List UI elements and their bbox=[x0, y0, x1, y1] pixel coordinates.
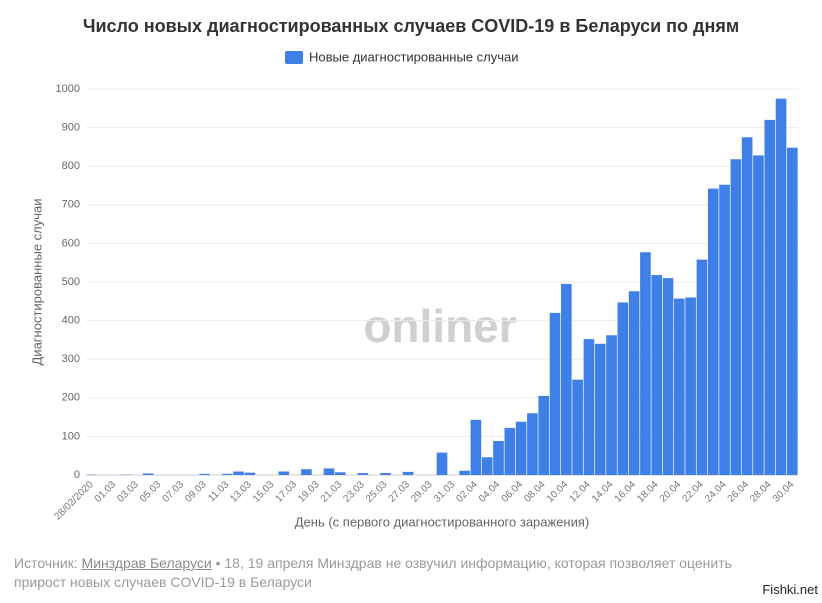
bar bbox=[538, 395, 550, 475]
chart-title: Число новых диагностированных случаев CO… bbox=[83, 16, 739, 36]
bar bbox=[674, 298, 685, 475]
chart: Число новых диагностированных случаев CO… bbox=[29, 16, 798, 529]
x-tick-label: 23.03 bbox=[341, 479, 367, 505]
bar bbox=[707, 188, 719, 475]
x-tick-label: 29.03 bbox=[409, 479, 435, 505]
bar bbox=[787, 147, 798, 475]
x-tick-label: 28.04 bbox=[748, 479, 774, 505]
x-tick-label: 01.03 bbox=[93, 479, 119, 505]
y-tick-label: 1000 bbox=[56, 83, 80, 95]
legend-label: Новые диагностированные случаи bbox=[309, 49, 519, 64]
y-tick-label: 800 bbox=[62, 160, 80, 172]
bar bbox=[357, 473, 369, 475]
source-note: Источник: Минздрав Беларуси • 18, 19 апр… bbox=[14, 554, 774, 592]
x-tick-label: 04.04 bbox=[477, 479, 503, 505]
bar bbox=[142, 473, 154, 475]
bar bbox=[334, 472, 346, 475]
y-tick-label: 0 bbox=[74, 469, 80, 481]
bar bbox=[640, 252, 651, 475]
y-tick-label: 600 bbox=[62, 237, 80, 249]
bar bbox=[323, 468, 335, 475]
bar bbox=[527, 413, 538, 475]
bar bbox=[244, 472, 256, 475]
x-tick-label: 19.03 bbox=[296, 479, 322, 505]
watermark: onliner bbox=[363, 300, 516, 352]
bar bbox=[561, 283, 572, 475]
x-tick-label: 13.03 bbox=[228, 479, 254, 505]
x-tick-label: 05.03 bbox=[138, 479, 164, 505]
x-tick-label: 21.03 bbox=[319, 479, 345, 505]
x-tick-label: 26.04 bbox=[726, 479, 752, 505]
x-tick-label: 12.04 bbox=[567, 479, 593, 505]
x-tick-label: 31.03 bbox=[432, 479, 458, 505]
bar bbox=[402, 471, 414, 475]
x-tick-label: 30.04 bbox=[771, 479, 797, 505]
bar bbox=[572, 379, 583, 475]
bar bbox=[583, 339, 595, 475]
x-tick-label: 24.04 bbox=[703, 479, 729, 505]
footer-logo: Fishki.net bbox=[762, 582, 818, 597]
bar bbox=[594, 343, 606, 475]
bar bbox=[493, 441, 504, 475]
y-tick-label: 900 bbox=[62, 122, 80, 134]
bar bbox=[606, 335, 617, 475]
x-tick-label: 20.04 bbox=[658, 479, 684, 505]
source-link[interactable]: Минздрав Беларуси bbox=[81, 555, 212, 571]
y-tick-label: 200 bbox=[62, 392, 80, 404]
y-tick-label: 100 bbox=[62, 430, 80, 442]
x-tick-label: 28/02/2020 bbox=[52, 479, 95, 522]
x-tick-label: 09.03 bbox=[183, 479, 209, 505]
y-tick-label: 300 bbox=[62, 353, 80, 365]
bar bbox=[380, 473, 391, 475]
bar bbox=[764, 119, 776, 475]
x-tick-label: 06.04 bbox=[500, 479, 526, 505]
x-tick-label: 15.03 bbox=[251, 479, 277, 505]
y-tick-label: 700 bbox=[62, 199, 80, 211]
bar bbox=[436, 452, 448, 475]
x-tick-label: 18.04 bbox=[635, 479, 661, 505]
bar bbox=[775, 98, 787, 476]
bar bbox=[221, 473, 233, 475]
x-tick-label: 14.04 bbox=[590, 479, 616, 505]
source-text: • 18, 19 апреля Минздрав не озвучил инфо… bbox=[14, 555, 732, 590]
bar bbox=[549, 312, 561, 475]
bar bbox=[515, 421, 527, 475]
x-tick-label: 16.04 bbox=[613, 479, 639, 505]
x-tick-label: 07.03 bbox=[161, 479, 187, 505]
bar bbox=[470, 419, 482, 475]
legend-swatch bbox=[285, 51, 303, 64]
x-axis-label: День (с первого диагностированного зараж… bbox=[295, 514, 590, 529]
bar bbox=[504, 427, 516, 475]
x-tick-label: 03.03 bbox=[115, 479, 141, 505]
x-tick-label: 02.04 bbox=[454, 479, 480, 505]
bar bbox=[278, 471, 290, 475]
bar bbox=[233, 471, 244, 475]
x-tick-label: 08.04 bbox=[522, 479, 548, 505]
y-axis-label: Диагностированные случаи bbox=[29, 198, 44, 365]
bar bbox=[753, 155, 764, 475]
x-tick-label: 17.03 bbox=[274, 479, 300, 505]
bar bbox=[199, 473, 210, 475]
bar bbox=[481, 457, 493, 475]
x-tick-label: 25.03 bbox=[364, 479, 390, 505]
y-tick-label: 500 bbox=[62, 276, 80, 288]
y-tick-label: 400 bbox=[62, 315, 80, 327]
bar bbox=[741, 137, 753, 475]
bar bbox=[696, 259, 708, 475]
bar bbox=[459, 470, 470, 475]
bar bbox=[662, 278, 674, 475]
x-tick-label: 22.04 bbox=[680, 479, 706, 505]
bar bbox=[651, 275, 663, 475]
x-tick-label: 27.03 bbox=[387, 479, 413, 505]
bar bbox=[685, 297, 696, 475]
bar bbox=[617, 302, 629, 475]
bar bbox=[301, 469, 312, 475]
bar bbox=[730, 159, 742, 475]
bar bbox=[719, 184, 730, 475]
source-prefix: Источник: bbox=[14, 555, 78, 571]
x-tick-label: 11.03 bbox=[206, 479, 231, 504]
bar bbox=[628, 291, 640, 475]
x-tick-label: 10.04 bbox=[545, 479, 571, 505]
